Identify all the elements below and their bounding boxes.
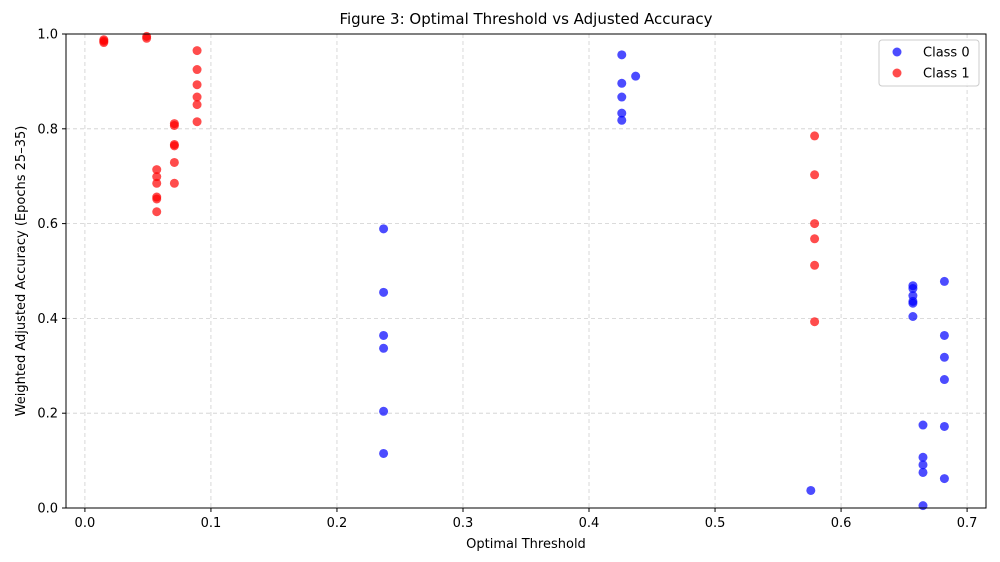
x-tick-label: 0.7 bbox=[957, 516, 978, 531]
class-0-point bbox=[908, 298, 918, 308]
class-1-point bbox=[810, 234, 820, 244]
class-0-point bbox=[617, 92, 627, 102]
y-tick-label: 0.6 bbox=[37, 217, 58, 232]
class-0-point bbox=[918, 460, 928, 470]
class-1-point bbox=[192, 80, 202, 90]
class-0-point bbox=[379, 448, 389, 458]
class-1-point bbox=[142, 33, 152, 43]
class-1-point bbox=[169, 178, 179, 188]
class-0-point bbox=[939, 276, 949, 286]
class-0-point bbox=[918, 452, 928, 462]
class-1-point bbox=[810, 131, 820, 141]
class-1-point bbox=[192, 65, 202, 75]
class-1-point bbox=[152, 207, 162, 217]
class-0-point bbox=[939, 474, 949, 484]
x-tick-label: 0.4 bbox=[579, 516, 600, 531]
class-1-point bbox=[810, 219, 820, 229]
class-0-point bbox=[379, 330, 389, 340]
class-1-point bbox=[192, 117, 202, 127]
legend-label: Class 0 bbox=[923, 46, 970, 61]
grid bbox=[66, 33, 986, 509]
class-0-point bbox=[939, 421, 949, 431]
class-1-point bbox=[152, 178, 162, 188]
class-0-point bbox=[918, 467, 928, 477]
legend-box bbox=[878, 39, 980, 87]
class-1-point bbox=[192, 92, 202, 102]
class-0-point bbox=[379, 287, 389, 297]
class-1-point bbox=[169, 120, 179, 130]
class-0-point bbox=[939, 352, 949, 362]
class-1-point bbox=[810, 170, 820, 180]
y-tick-label: 0.8 bbox=[37, 122, 58, 137]
class-1-point bbox=[99, 38, 109, 48]
x-tick-label: 0.0 bbox=[75, 516, 96, 531]
x-axis-title: Optimal Threshold bbox=[466, 537, 586, 552]
plot-frame bbox=[65, 33, 987, 509]
y-tick-label: 0.0 bbox=[37, 502, 58, 517]
class-1-point bbox=[152, 165, 162, 175]
class-0-point bbox=[908, 284, 918, 294]
class-0-point bbox=[617, 78, 627, 88]
legend-marker bbox=[892, 68, 902, 78]
legend-label: Class 1 bbox=[923, 67, 970, 82]
class-0-point bbox=[617, 108, 627, 118]
legend-marker bbox=[892, 47, 902, 57]
y-tick-label: 0.2 bbox=[37, 407, 58, 422]
x-tick-label: 0.5 bbox=[705, 516, 726, 531]
axis-ticks: 0.0 0.1 0.2 0.3 0.4 0.5 0.6 0.7 0.0 0.2 0.4 0.6 0.8 1… bbox=[37, 28, 977, 532]
class-1-point bbox=[810, 317, 820, 327]
x-tick-label: 0.3 bbox=[453, 516, 474, 531]
y-tick-label: 0.4 bbox=[37, 312, 58, 327]
class-0-point bbox=[379, 406, 389, 416]
x-tick-label: 0.1 bbox=[201, 516, 222, 531]
class-0-point bbox=[617, 115, 627, 125]
class-1-point bbox=[152, 194, 162, 204]
y-tick-label: 1.0 bbox=[37, 28, 58, 43]
x-tick-label: 0.2 bbox=[327, 516, 348, 531]
class-1-point bbox=[192, 100, 202, 110]
chart-title: Figure 3: Optimal Threshold vs Adjusted … bbox=[339, 10, 712, 28]
class-0-point bbox=[918, 501, 928, 511]
class-1-point bbox=[192, 46, 202, 56]
class-1-point bbox=[169, 157, 179, 167]
y-axis-title: Weighted Adjusted Accuracy (Epochs 25–35… bbox=[14, 126, 29, 417]
class-0-point bbox=[379, 224, 389, 234]
class-1-point bbox=[169, 141, 179, 151]
class-1-point bbox=[810, 260, 820, 270]
data-points bbox=[99, 31, 949, 511]
legend: Class 0 Class 1 bbox=[878, 39, 980, 87]
class-0-point bbox=[908, 312, 918, 322]
class-0-point bbox=[617, 50, 627, 60]
class-0-point bbox=[939, 330, 949, 340]
class-0-point bbox=[918, 420, 928, 430]
class-0-point bbox=[379, 343, 389, 353]
class-0-point bbox=[631, 71, 641, 81]
class-0-point bbox=[939, 375, 949, 385]
class-0-point bbox=[806, 485, 816, 495]
x-tick-label: 0.6 bbox=[831, 516, 852, 531]
class-1-point bbox=[152, 172, 162, 182]
